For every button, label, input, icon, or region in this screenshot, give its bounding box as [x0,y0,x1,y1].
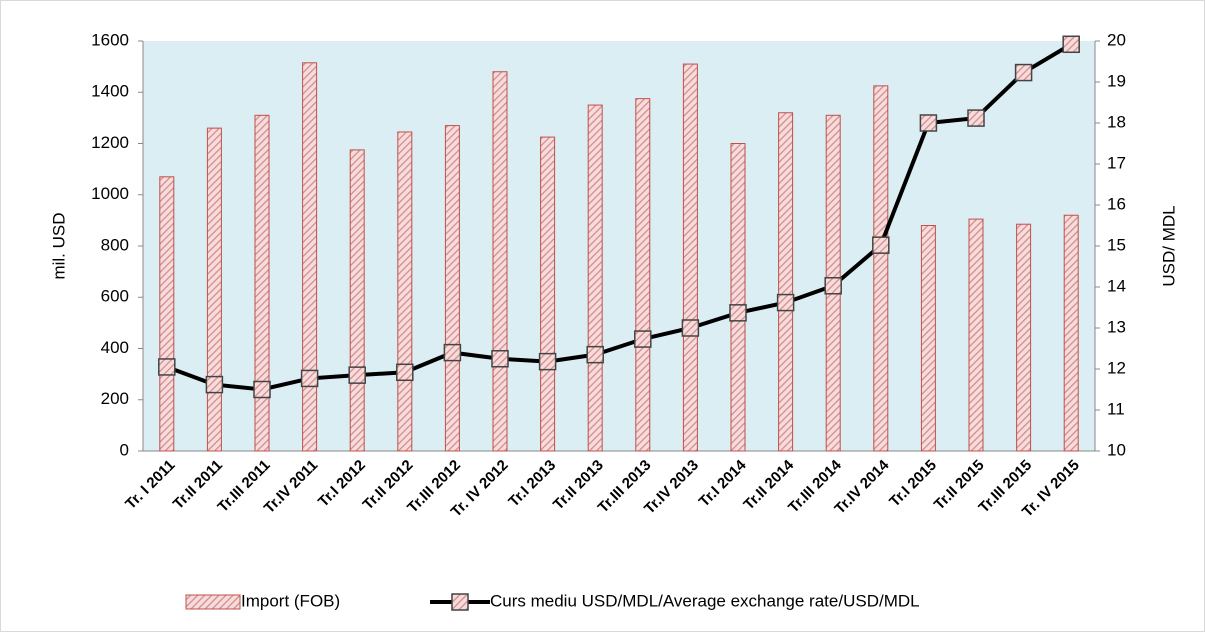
marker [634,330,652,348]
y2-tick-label: 16 [1107,194,1126,213]
bar [778,112,794,452]
marker [205,375,224,394]
marker [1014,63,1033,82]
y2-tick-label: 14 [1107,276,1126,295]
marker [300,369,319,388]
legend-label: Import (FOB) [241,591,340,610]
y2-tick-label: 17 [1107,153,1126,172]
y-tick-label: 200 [101,389,129,408]
marker [729,304,747,322]
bar [1063,214,1079,452]
marker [396,363,414,382]
y2-tick-label: 18 [1107,112,1126,131]
y2-tick-label: 15 [1107,235,1126,254]
bar [873,85,889,452]
y2-tick-label: 19 [1107,71,1126,90]
y-axis-label: mil. USD [49,212,68,279]
bar [397,131,413,452]
plot-area [143,41,1095,451]
y-tick-label: 0 [120,440,129,459]
marker [1062,35,1080,54]
legend-swatch [185,594,241,610]
y-tick-label: 1200 [91,133,129,152]
bar [968,218,984,452]
marker [824,277,842,295]
y-tick-label: 400 [101,338,129,357]
y-tick-label: 1600 [91,30,129,49]
y-tick-label: 600 [101,287,129,306]
bar [635,98,651,452]
bar [730,143,746,452]
y2-tick-label: 10 [1107,440,1126,459]
bar [682,63,698,452]
bar [302,62,318,452]
bar [254,114,270,452]
bar [920,225,936,452]
bar [540,136,556,452]
bar [1016,223,1032,452]
legend-swatch [451,593,469,611]
y-tick-label: 800 [101,235,129,254]
marker [872,236,890,254]
marker [776,293,795,312]
marker [491,350,509,368]
marker [538,352,557,371]
marker [586,345,604,364]
marker [253,380,271,399]
y2-tick-label: 20 [1107,30,1126,49]
legend-label: Curs mediu USD/MDL/Average exchange rate… [490,591,920,610]
marker [443,343,462,362]
marker [967,109,985,127]
bar [444,125,460,452]
bar [492,71,508,452]
bar [206,127,222,452]
y2-tick-label: 11 [1107,399,1125,418]
y2-tick-label: 12 [1107,358,1126,377]
bar [587,104,603,452]
y-tick-label: 1400 [91,82,129,101]
marker [681,319,700,337]
marker [348,366,366,384]
marker [158,358,176,376]
bar [349,149,365,452]
marker [919,114,938,132]
y2-tick-label: 13 [1107,317,1126,336]
y2-axis-label: USD/ MDL [1159,205,1178,286]
y-tick-label: 1000 [91,184,129,203]
bar [159,176,175,452]
